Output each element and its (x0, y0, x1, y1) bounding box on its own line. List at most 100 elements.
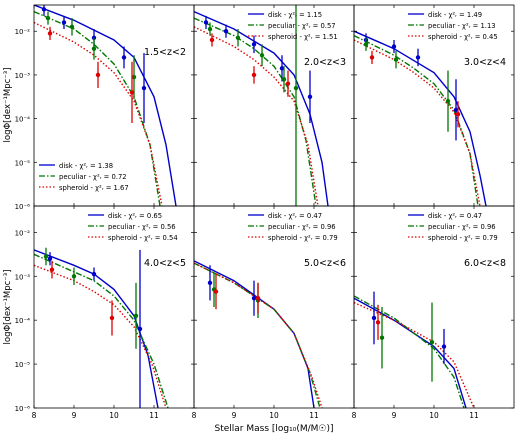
y-tick-label: 10⁻⁵ (15, 361, 31, 369)
legend-label: spheroid - χ²ᵣ = 0.79 (428, 234, 498, 242)
data-point (371, 315, 377, 321)
legend: disk - χ²ᵣ = 1.15 peculiar - χ²ᵣ = 0.57 sp… (248, 11, 338, 41)
legend-label: disk - χ²ᵣ = 1.38 (59, 162, 113, 170)
data-point (429, 339, 435, 345)
panel-series-group (354, 30, 487, 206)
data-point (235, 35, 241, 40)
legend-label: disk - χ²ᵣ = 0.65 (108, 212, 162, 220)
panel-6-0-z-8: 6.0<z<8 disk - χ²ᵣ = 0.47 peculiar - χ²ᵣ =… (353, 205, 515, 409)
data-point (259, 53, 265, 58)
data-point (369, 55, 375, 60)
legend: disk - χ²ᵣ = 0.47 peculiar - χ²ᵣ = 0.96 sp… (248, 212, 338, 242)
panel-series-group (34, 5, 177, 206)
x-tick-label: 10 (109, 411, 119, 420)
data-point (207, 280, 213, 286)
data-point (307, 94, 313, 99)
legend-label: peculiar - χ²ᵣ = 0.57 (268, 22, 336, 30)
y-tick-label: 10⁻⁶ (15, 405, 31, 413)
data-point (293, 85, 299, 91)
data-point (71, 274, 77, 279)
data-point (203, 20, 209, 25)
legend-label: disk - χ²ᵣ = 1.49 (428, 11, 482, 19)
legend-label: spheroid - χ²ᵣ = 1.51 (268, 33, 338, 41)
data-point (223, 29, 229, 34)
y-tick-label: 10⁻³ (15, 273, 31, 281)
data-point (213, 289, 219, 294)
panel-3-0-z-4: 3.0<z<4 disk - χ²ᵣ = 1.49 peculiar - χ²ᵣ =… (353, 4, 515, 207)
panel-series-group (34, 247, 169, 408)
x-tick-label: 11 (309, 411, 319, 420)
series-curve (34, 253, 169, 408)
legend-label: spheroid - χ²ᵣ = 0.54 (108, 234, 178, 242)
series-curve (194, 26, 319, 206)
data-point (393, 57, 399, 62)
panel-1-5-z-2: 1.5<z<2 disk - χ²ᵣ = 1.38 peculiar - χ²ᵣ =… (33, 4, 195, 207)
legend-label: peculiar - χ²ᵣ = 0.56 (108, 223, 176, 231)
data-point (441, 344, 447, 349)
legend: disk - χ²ᵣ = 0.65 peculiar - χ²ᵣ = 0.56 sp… (88, 212, 178, 242)
series-curve (194, 10, 329, 206)
x-tick-label: 8 (32, 411, 37, 420)
x-tick-label: 9 (72, 411, 77, 420)
y-tick-label: 10⁻² (15, 28, 31, 36)
y-tick-label: 10⁻⁵ (15, 159, 31, 167)
data-point (69, 24, 75, 30)
data-point (91, 46, 97, 51)
data-point (251, 42, 257, 47)
y-tick-label: 10⁻⁴ (15, 116, 31, 124)
x-tick-label: 8 (352, 411, 357, 420)
legend-label: peculiar - χ²ᵣ = 0.96 (268, 223, 336, 231)
data-point (121, 55, 127, 60)
x-tick-label: 9 (392, 411, 397, 420)
data-point (133, 313, 139, 318)
series-curve (34, 264, 167, 408)
redshift-label: 1.5<z<2 (144, 47, 186, 58)
data-point (281, 77, 287, 82)
data-point (379, 335, 385, 340)
y-tick-label: 10⁻⁴ (15, 317, 31, 325)
series-curve (354, 39, 481, 206)
legend-label: disk - χ²ᵣ = 1.15 (268, 11, 322, 19)
data-point (415, 55, 421, 60)
data-point (131, 74, 137, 80)
data-point (391, 44, 397, 49)
data-point (255, 296, 261, 301)
x-tick-label: 10 (269, 411, 279, 420)
redshift-label: 3.0<z<4 (464, 57, 506, 68)
data-point (251, 72, 257, 78)
series-curve (194, 262, 321, 408)
data-point (363, 42, 369, 47)
data-point (279, 66, 285, 71)
x-tick-label: 11 (469, 411, 479, 420)
series-curve (34, 21, 163, 206)
redshift-label: 2.0<z<3 (304, 57, 346, 68)
data-point (41, 7, 47, 12)
data-point (207, 26, 213, 32)
y-tick-label: 10⁻⁶ (15, 203, 31, 211)
panel-series-group (194, 5, 329, 206)
data-point (445, 98, 451, 104)
x-tick-label: 11 (149, 411, 159, 420)
data-point (49, 267, 55, 272)
data-point (129, 90, 135, 95)
data-point (251, 296, 257, 301)
y-tick-label: 10⁻³ (15, 72, 31, 80)
redshift-label: 6.0<z<8 (464, 258, 506, 269)
data-point (43, 254, 49, 259)
legend: disk - χ²ᵣ = 1.38 peculiar - χ²ᵣ = 0.72 sp… (39, 162, 129, 192)
y-axis-label: logΦ[dex⁻¹Mpc⁻³] (3, 68, 13, 143)
x-tick-label: 9 (232, 411, 237, 420)
panel-5-0-z-6: 5.0<z<6 disk - χ²ᵣ = 0.47 peculiar - χ²ᵣ =… (193, 205, 355, 409)
data-point (45, 15, 51, 21)
data-point (47, 31, 53, 36)
legend-label: disk - χ²ᵣ = 0.47 (268, 212, 322, 220)
series-curve (354, 297, 467, 408)
data-point (109, 315, 115, 321)
x-tick-label: 10 (429, 411, 439, 420)
legend-label: spheroid - χ²ᵣ = 0.79 (268, 234, 338, 242)
series-curve (194, 17, 317, 206)
legend-label: peculiar - χ²ᵣ = 1.13 (428, 22, 496, 30)
legend-label: spheroid - χ²ᵣ = 0.45 (428, 33, 498, 41)
